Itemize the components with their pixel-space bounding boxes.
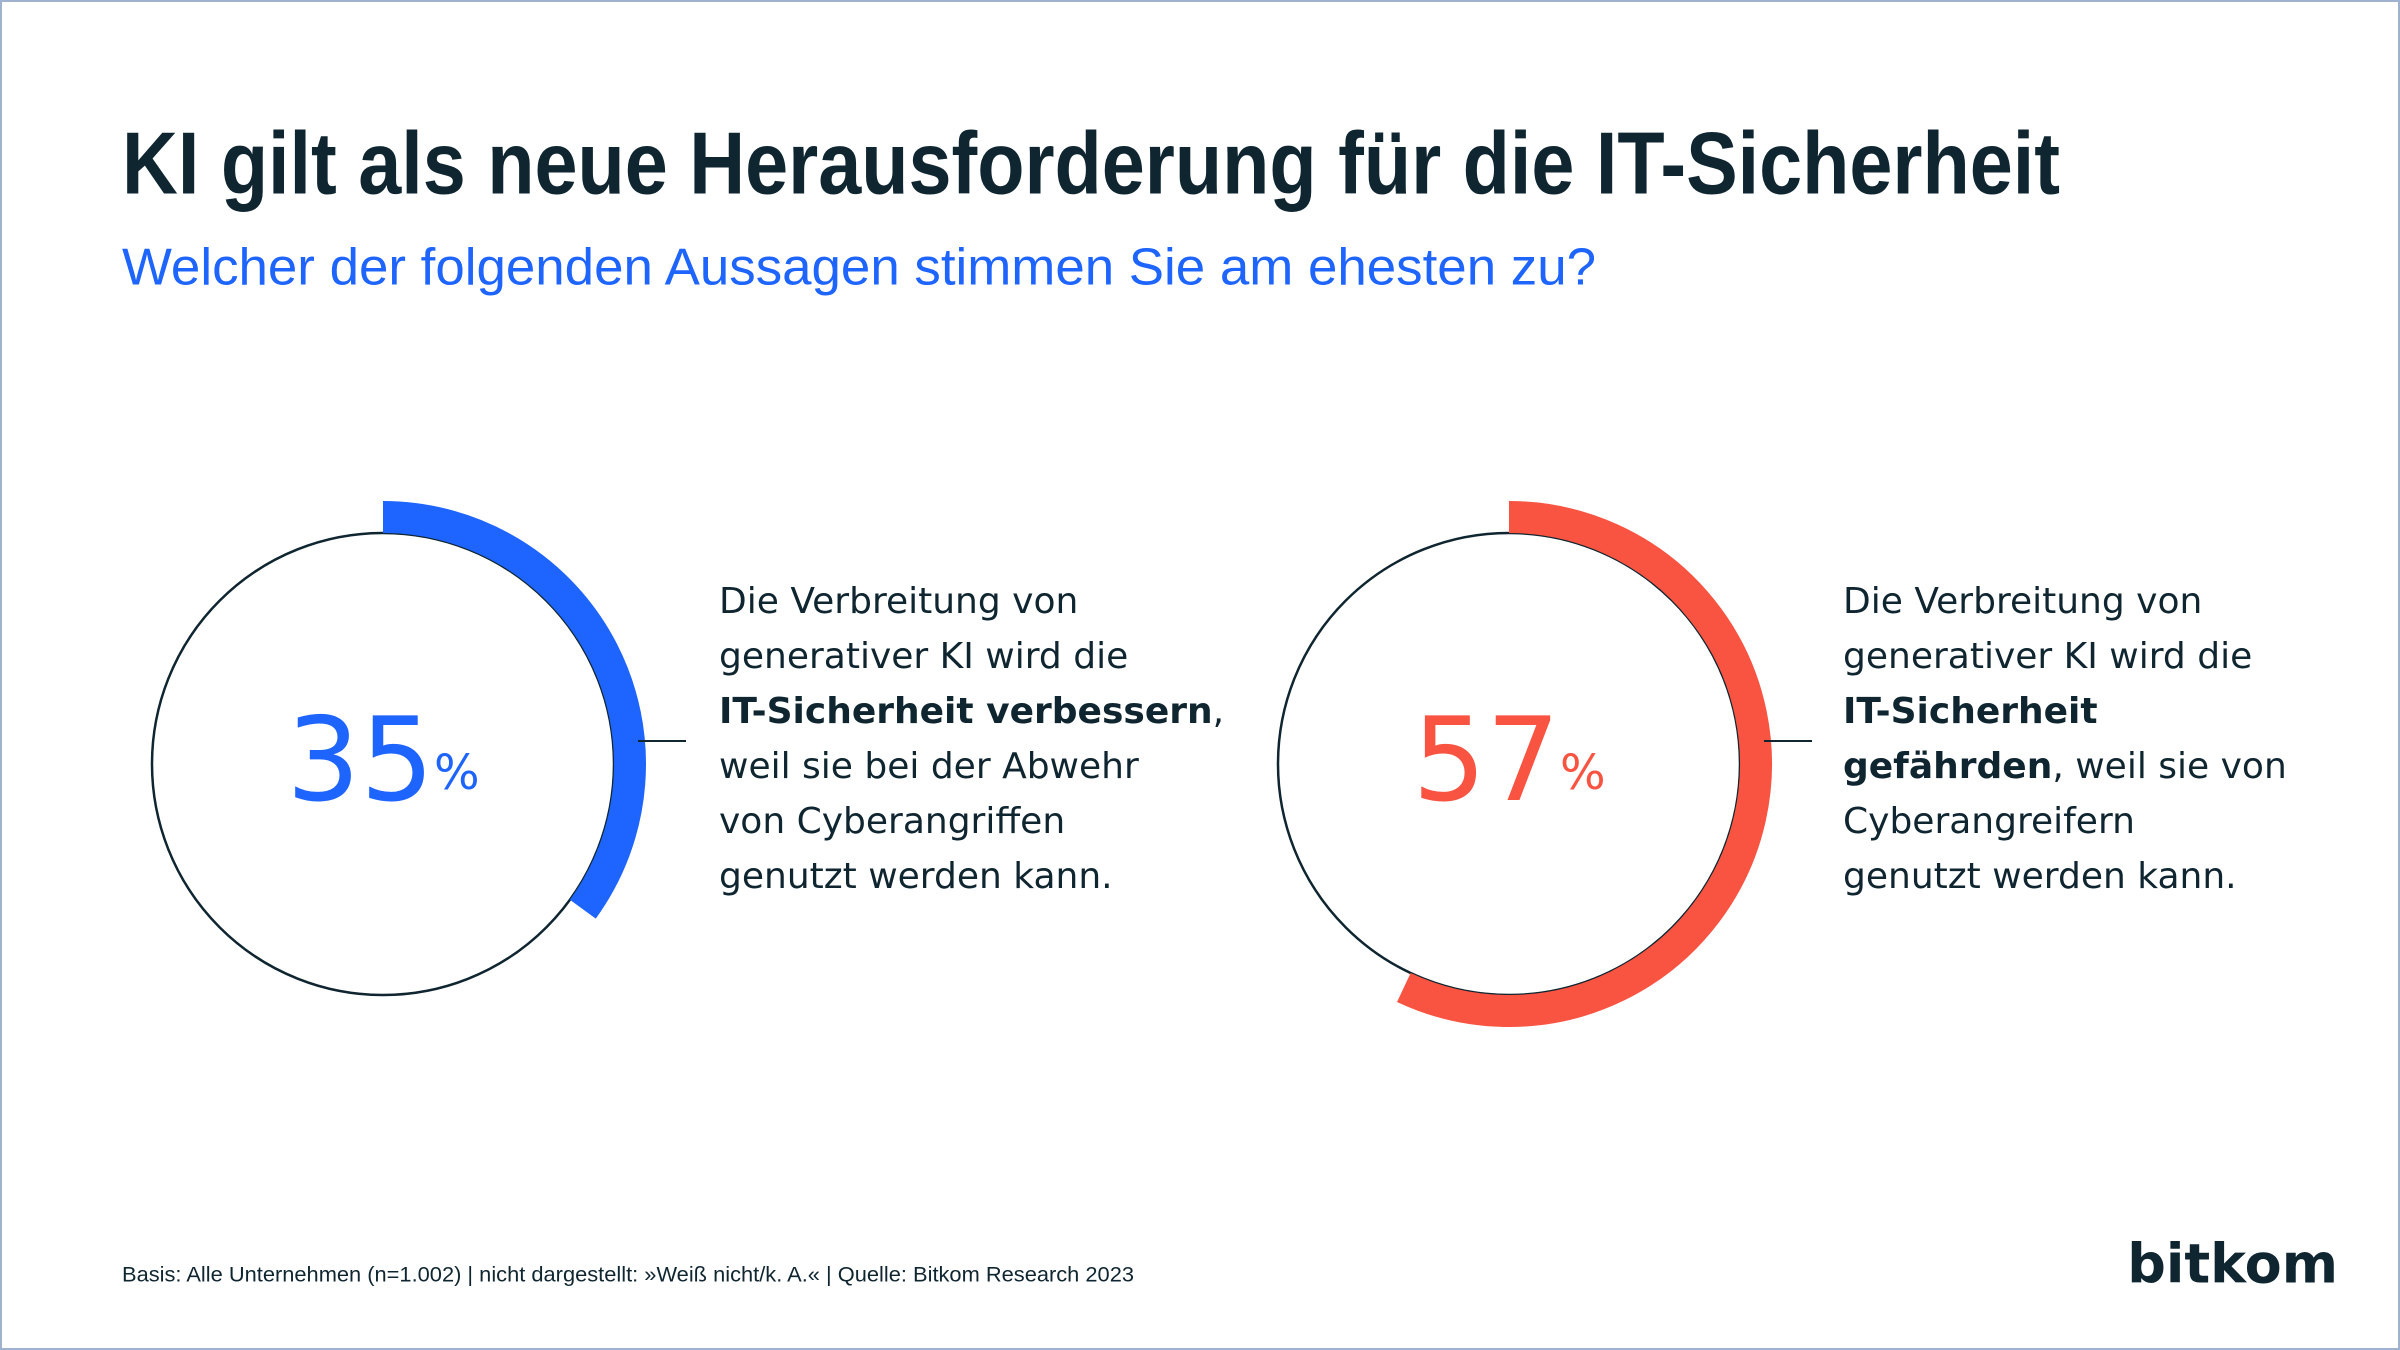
description-line: genutzt werden kann.	[1843, 856, 2237, 897]
description-text: weil sie bei der Abwehr	[719, 746, 1139, 787]
footnote: Basis: Alle Unternehmen (n=1.002) | nich…	[122, 1264, 1134, 1287]
description-line: Die Verbreitung von	[1843, 581, 2202, 622]
value-label: 57%	[1412, 693, 1605, 828]
description-text: genutzt werden kann.	[1843, 856, 2237, 897]
value-unit: %	[1560, 745, 1606, 801]
description-text: Cyberangreifern	[1843, 801, 2135, 842]
description-line: Cyberangreifern	[1843, 801, 2135, 842]
value-number: 57	[1412, 693, 1560, 828]
description-text: Die Verbreitung von	[719, 581, 1078, 622]
description-line: von Cyberangriffen	[719, 801, 1065, 842]
value-label: 35%	[286, 693, 479, 828]
description-line: IT-Sicherheit	[1843, 691, 2098, 732]
description-text: von Cyberangriffen	[719, 801, 1065, 842]
description-line: weil sie bei der Abwehr	[719, 746, 1139, 787]
description-line: generativer KI wird die	[1843, 636, 2252, 677]
description-bold: IT-Sicherheit verbessern	[719, 691, 1213, 732]
description-text: Die Verbreitung von	[1843, 581, 2202, 622]
logo: bitkom	[2127, 1233, 2338, 1296]
donut-arc	[382, 501, 646, 919]
description-text: generativer KI wird die	[719, 636, 1128, 677]
title: KI gilt als neue Herausforderung für die…	[122, 113, 2060, 212]
description-line: generativer KI wird die	[719, 636, 1128, 677]
description-text: generativer KI wird die	[1843, 636, 2252, 677]
donut-arc	[1397, 501, 1772, 1027]
value-unit: %	[434, 745, 480, 801]
description-line: genutzt werden kann.	[719, 856, 1113, 897]
value-number: 35	[286, 693, 434, 828]
description-text: genutzt werden kann.	[719, 856, 1113, 897]
description-bold: IT-Sicherheit	[1843, 691, 2098, 732]
description-line: IT-Sicherheit verbessern,	[719, 691, 1224, 732]
description-line: Die Verbreitung von	[719, 581, 1078, 622]
description-text: ,	[1213, 691, 1224, 732]
description-line: gefährden, weil sie von	[1843, 746, 2287, 787]
subtitle: Welcher der folgenden Aussagen stimmen S…	[122, 239, 1596, 297]
description-bold: gefährden	[1843, 746, 2052, 787]
description-text: , weil sie von	[2052, 746, 2286, 787]
